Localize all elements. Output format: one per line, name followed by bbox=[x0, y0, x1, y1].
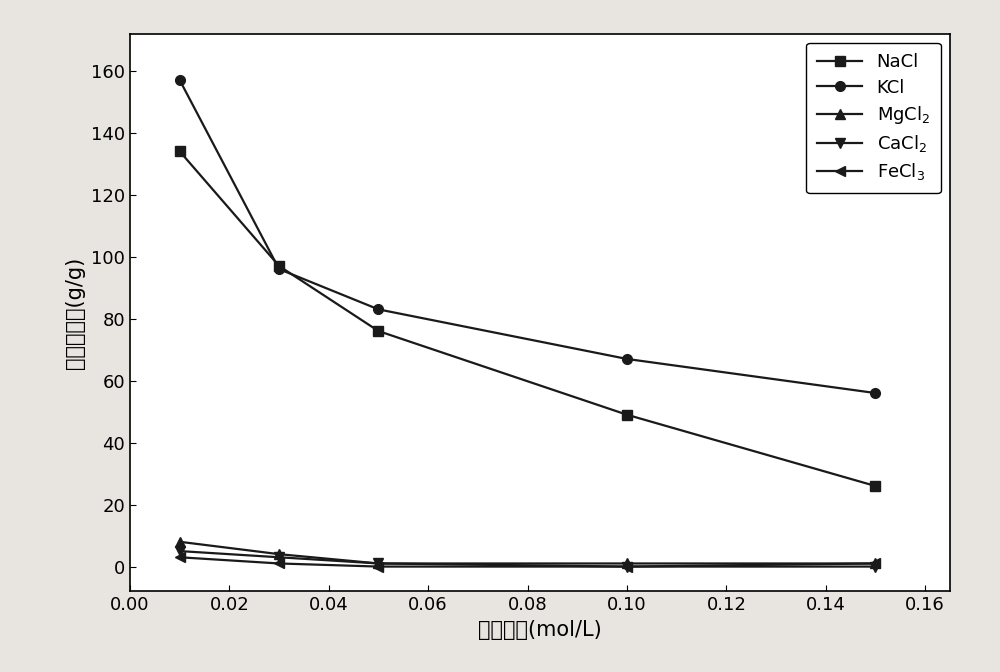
Line: NaCl: NaCl bbox=[175, 146, 880, 491]
MgCl$_2$ bbox=[869, 559, 881, 567]
FeCl$_3$ bbox=[273, 559, 285, 567]
KCl bbox=[372, 305, 384, 313]
CaCl$_2$ bbox=[869, 562, 881, 571]
MgCl$_2$ bbox=[273, 550, 285, 558]
X-axis label: 盐浓度／(mol/L): 盐浓度／(mol/L) bbox=[478, 620, 602, 640]
CaCl$_2$ bbox=[273, 553, 285, 561]
Legend: NaCl, KCl, MgCl$_2$, CaCl$_2$, FeCl$_3$: NaCl, KCl, MgCl$_2$, CaCl$_2$, FeCl$_3$ bbox=[806, 42, 941, 193]
Line: FeCl$_3$: FeCl$_3$ bbox=[175, 552, 880, 571]
Line: MgCl$_2$: MgCl$_2$ bbox=[175, 537, 880, 569]
MgCl$_2$ bbox=[372, 559, 384, 567]
Line: CaCl$_2$: CaCl$_2$ bbox=[175, 546, 880, 571]
NaCl bbox=[869, 482, 881, 490]
FeCl$_3$ bbox=[621, 562, 633, 571]
MgCl$_2$ bbox=[621, 559, 633, 567]
CaCl$_2$ bbox=[372, 559, 384, 567]
NaCl bbox=[621, 411, 633, 419]
FeCl$_3$ bbox=[174, 553, 186, 561]
Y-axis label: 吸水倍率／(g/g): 吸水倍率／(g/g) bbox=[65, 256, 85, 369]
Line: KCl: KCl bbox=[175, 75, 880, 398]
MgCl$_2$ bbox=[174, 538, 186, 546]
KCl bbox=[621, 355, 633, 363]
KCl bbox=[273, 265, 285, 273]
KCl bbox=[174, 76, 186, 84]
FeCl$_3$ bbox=[869, 559, 881, 567]
KCl bbox=[869, 389, 881, 397]
NaCl bbox=[174, 147, 186, 155]
NaCl bbox=[372, 327, 384, 335]
FeCl$_3$ bbox=[372, 562, 384, 571]
CaCl$_2$ bbox=[174, 547, 186, 555]
NaCl bbox=[273, 262, 285, 270]
CaCl$_2$ bbox=[621, 562, 633, 571]
